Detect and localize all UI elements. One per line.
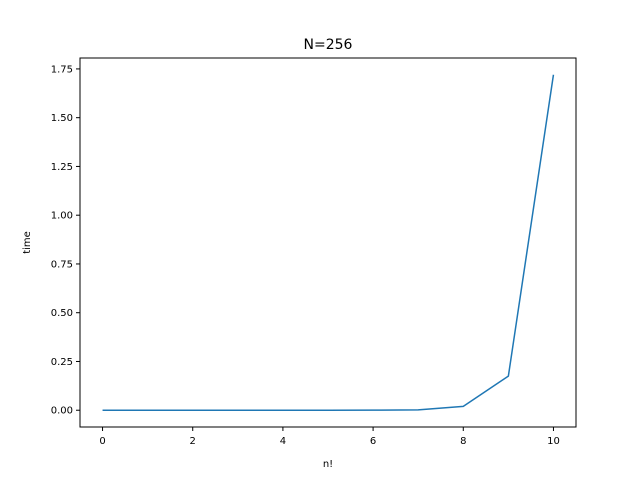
x-tick-label: 2	[190, 436, 196, 447]
x-tick-label: 0	[99, 436, 105, 447]
y-tick-label: 0.50	[51, 308, 73, 319]
y-axis: 0.00 0.25 0.50 0.75 1.00 1.25 1.50 1.75	[51, 64, 80, 417]
y-tick-label: 0.75	[51, 259, 73, 270]
series-line	[102, 74, 555, 411]
y-tick-label: 0.25	[51, 357, 73, 368]
x-tick-label: 10	[547, 436, 560, 447]
y-tick-label: 1.00	[51, 211, 73, 222]
y-tick-label: 0.00	[51, 406, 73, 417]
x-tick-label: 6	[370, 436, 376, 447]
y-tick-label: 1.25	[51, 162, 73, 173]
y-axis-label: time	[22, 231, 33, 254]
x-axis-label: n!	[323, 459, 333, 470]
plot-area	[102, 74, 555, 411]
x-tick-label: 8	[460, 436, 466, 447]
y-tick-label: 1.75	[51, 64, 73, 75]
x-tick-label: 4	[280, 436, 286, 447]
axes-frame	[79, 57, 577, 428]
x-axis: 0 2 4 6 8 10	[99, 427, 560, 447]
y-tick-label: 1.50	[51, 113, 73, 124]
chart-title: N=256	[304, 37, 353, 53]
